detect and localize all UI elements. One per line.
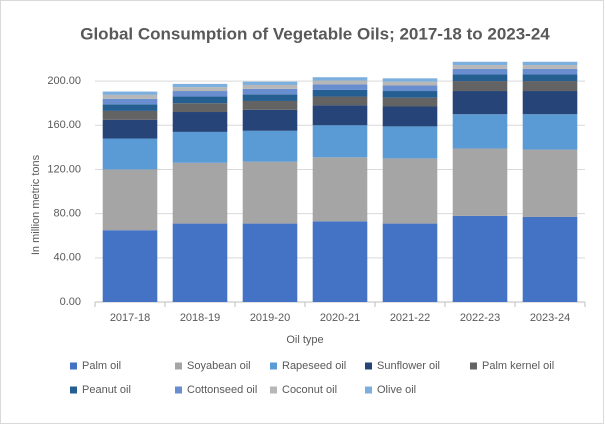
bar-segment — [172, 87, 228, 92]
y-tick-label: 120.00 — [47, 163, 81, 175]
chart-title: Global Consumption of Vegetable Oils; 20… — [80, 24, 550, 43]
bar-segment — [242, 130, 298, 162]
bar-segment — [172, 91, 228, 97]
bar-segment — [382, 106, 438, 127]
bar-segment — [312, 157, 368, 222]
legend-marker — [175, 362, 182, 370]
x-tick-label: 2023-24 — [530, 312, 570, 324]
legend-label: Palm kernel oil — [482, 360, 554, 372]
bar-segment — [522, 91, 578, 115]
legend-marker — [70, 386, 77, 394]
bar-segment — [172, 96, 228, 104]
bar-segment — [172, 131, 228, 163]
bar-segment — [312, 77, 368, 81]
bar-segment — [172, 162, 228, 224]
bar-segment — [102, 110, 158, 120]
bar-segment — [522, 61, 578, 66]
bar-segment — [242, 84, 298, 89]
bar-segment — [452, 61, 508, 66]
x-tick-label: 2017-18 — [110, 312, 150, 324]
bar-segment — [452, 114, 508, 149]
bar-segment — [102, 91, 158, 95]
x-tick-label: 2022-23 — [460, 312, 500, 324]
bar-segment — [312, 221, 368, 302]
y-tick-label: 0.00 — [60, 296, 81, 308]
bar-segment — [312, 125, 368, 158]
bar-segment — [522, 65, 578, 69]
legend-label: Cottonseed oil — [187, 384, 257, 396]
bar-segment — [102, 94, 158, 99]
bar-segment — [242, 100, 298, 110]
legend-marker — [365, 362, 372, 370]
x-tick-label: 2020-21 — [320, 312, 360, 324]
bar-segment — [312, 80, 368, 85]
bar-segment — [172, 103, 228, 113]
bar-segment — [102, 98, 158, 105]
bar-segment — [172, 83, 228, 88]
legend-label: Soyabean oil — [187, 360, 251, 372]
bar-segment — [522, 114, 578, 150]
x-tick-label: 2021-22 — [390, 312, 430, 324]
bar-segment — [382, 81, 438, 86]
legend-marker — [70, 362, 77, 370]
bar-segment — [382, 223, 438, 302]
bar-segment — [102, 104, 158, 111]
bar-segment — [312, 84, 368, 90]
legend-label: Peanut oil — [82, 384, 131, 396]
bar-segment — [172, 223, 228, 302]
bar-segment — [242, 81, 298, 85]
bar-segment — [382, 78, 438, 82]
legend-label: Olive oil — [377, 384, 416, 396]
bar-segment — [242, 109, 298, 131]
y-axis-title: In million metric tons — [30, 154, 42, 255]
bar-segment — [242, 161, 298, 224]
bar-segment — [452, 91, 508, 115]
bar-segment — [452, 215, 508, 302]
legend-marker — [365, 386, 372, 394]
x-tick-label: 2019-20 — [250, 312, 290, 324]
bar-segment — [522, 216, 578, 302]
y-tick-label: 200.00 — [47, 75, 81, 87]
bar-segment — [382, 158, 438, 224]
bar-segment — [312, 89, 368, 97]
bar-segment — [452, 65, 508, 69]
bar-segment — [102, 119, 158, 139]
legend-label: Rapeseed oil — [282, 360, 346, 372]
bar-segment — [522, 149, 578, 217]
bar-segment — [242, 88, 298, 95]
bar-segment — [382, 91, 438, 98]
legend-marker — [470, 362, 477, 370]
bar-segment — [312, 96, 368, 106]
bar-segment — [242, 94, 298, 101]
bar-segment — [102, 230, 158, 302]
x-tick-label: 2018-19 — [180, 312, 220, 324]
y-tick-label: 160.00 — [47, 119, 81, 131]
y-tick-label: 40.00 — [53, 252, 81, 264]
bar-segment — [452, 74, 508, 82]
bar-segment — [382, 126, 438, 159]
bar-segment — [522, 81, 578, 92]
bar-segment — [452, 68, 508, 75]
bar-segment — [452, 81, 508, 92]
legend-marker — [270, 386, 277, 394]
legend-label: Sunflower oil — [377, 360, 440, 372]
bar-segment — [172, 112, 228, 132]
bar-segment — [102, 138, 158, 170]
bar-segment — [522, 68, 578, 75]
legend-label: Coconut oil — [282, 384, 337, 396]
bar-segment — [102, 169, 158, 231]
legend-marker — [270, 362, 277, 370]
bar-segment — [452, 148, 508, 216]
legend-label: Palm oil — [82, 360, 121, 372]
bar-segment — [382, 85, 438, 92]
legend-marker — [175, 386, 182, 394]
bar-segment — [382, 97, 438, 107]
bar-segment — [312, 105, 368, 126]
bar-segment — [242, 223, 298, 302]
y-tick-label: 80.00 — [53, 208, 81, 220]
x-axis-title: Oil type — [286, 334, 323, 346]
bar-segment — [522, 74, 578, 82]
